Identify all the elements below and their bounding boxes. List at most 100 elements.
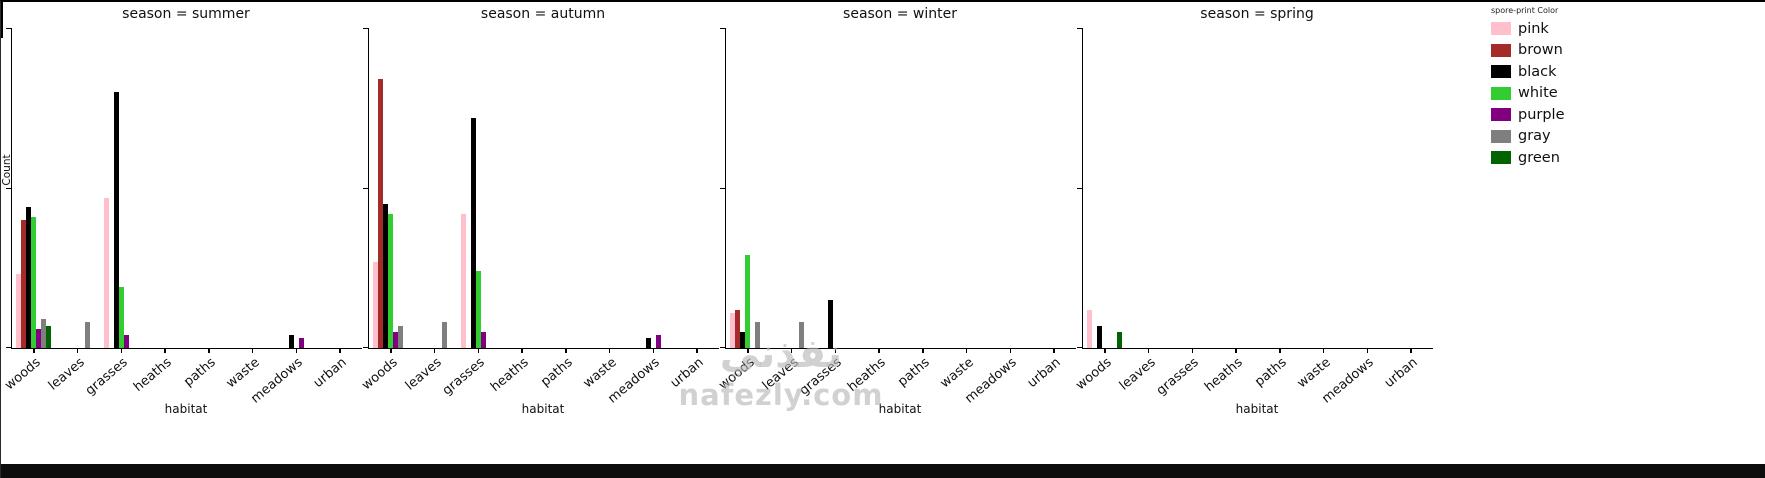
bar-woods-purple: [393, 332, 399, 348]
x-tick: [1235, 349, 1237, 353]
bar-woods-brown: [378, 79, 384, 348]
legend-item-brown: brown: [1491, 40, 1601, 62]
y-tick: [6, 27, 11, 29]
legend-item-purple: purple: [1491, 104, 1601, 126]
x-tick: [120, 349, 123, 353]
bar-woods-pink: [730, 312, 736, 348]
x-tick: [878, 349, 880, 353]
bar-grasses-black: [470, 117, 476, 348]
legend-item-pink: pink: [1491, 18, 1601, 40]
x-tick: [965, 349, 968, 353]
bar-woods-green: [46, 325, 52, 348]
bar-grasses-black: [827, 300, 833, 348]
y-tick: [6, 187, 11, 189]
y-tick: [1077, 187, 1082, 189]
bar-woods-white: [388, 213, 394, 348]
y-tick: [363, 187, 368, 189]
bar-meadows-black: [645, 338, 651, 348]
facet-panel-autumn: season = autumn woods leaves grasses heaths p…: [359, 4, 719, 434]
x-tick: [790, 349, 793, 353]
x-tick: [1147, 349, 1150, 353]
pink-swatch-icon: [1491, 22, 1511, 36]
x-tick: [922, 349, 924, 353]
bar-woods-gray: [755, 322, 761, 348]
bar-meadows-purple: [655, 335, 661, 348]
y-tick: [1077, 346, 1082, 348]
x-tick: [339, 349, 341, 353]
x-tick: [76, 349, 79, 353]
x-axis-label: habitat: [164, 402, 208, 416]
bar-woods-white: [31, 216, 37, 348]
x-tick: [164, 349, 166, 353]
y-tick: [720, 27, 725, 29]
white-swatch-icon: [1491, 86, 1511, 100]
bar-grasses-black: [113, 92, 119, 348]
x-tick: [1053, 349, 1055, 353]
x-tick: [834, 349, 837, 353]
bar-grasses-white: [118, 287, 124, 348]
facet-title: season = summer: [122, 6, 250, 22]
facet-title: season = winter: [843, 6, 957, 22]
legend-label: gray: [1518, 128, 1551, 145]
x-tick: [565, 349, 567, 353]
x-tick: [1104, 349, 1106, 353]
bar-grasses-purple: [123, 335, 129, 348]
legend-label: white: [1518, 85, 1558, 102]
x-tick: [652, 349, 655, 353]
legend-label: purple: [1518, 106, 1565, 123]
x-tick: [477, 349, 480, 353]
plot-area-winter: woods leaves grasses heaths paths waste meadow…: [716, 27, 1076, 407]
x-tick: [1366, 349, 1369, 353]
bar-grasses-pink: [103, 197, 109, 348]
bar-meadows-black: [288, 335, 294, 348]
legend-item-green: green: [1491, 147, 1601, 169]
legend-item-white: white: [1491, 83, 1601, 105]
legend-label: brown: [1518, 42, 1563, 59]
bar-woods-brown: [21, 220, 27, 348]
bar-woods-black: [740, 332, 746, 348]
legend-title: spore-print Color: [1491, 6, 1559, 15]
x-axis-label: habitat: [1235, 402, 1279, 416]
x-tick: [295, 349, 298, 353]
bottom-border: [1, 464, 1765, 478]
y-tick: [363, 27, 368, 29]
x-tick: [1191, 349, 1194, 353]
bar-woods-purple: [36, 328, 42, 348]
bar-woods-pink: [1087, 309, 1093, 348]
facet-panels-row: season = summer woods leaves grasses heaths p…: [2, 4, 1433, 434]
x-tick: [390, 349, 392, 353]
x-axis-label: habitat: [521, 402, 565, 416]
bar-woods-gray: [41, 319, 47, 348]
x-tick: [1410, 349, 1412, 353]
x-tick: [433, 349, 436, 353]
legend-items: pink brown black white purple gray green: [1491, 18, 1601, 169]
bar-leaves-gray: [85, 322, 91, 348]
legend-item-black: black: [1491, 61, 1601, 83]
bar-woods-pink: [16, 274, 22, 348]
x-tick: [208, 349, 210, 353]
gray-swatch-icon: [1491, 129, 1511, 143]
x-tick: [608, 349, 611, 353]
legend-label: black: [1518, 63, 1557, 80]
bar-woods-green: [1117, 332, 1123, 348]
x-tick: [747, 349, 749, 353]
green-swatch-icon: [1491, 151, 1511, 165]
x-tick: [1322, 349, 1325, 353]
facet-title: season = spring: [1200, 6, 1314, 22]
x-tick: [521, 349, 523, 353]
legend-label: green: [1518, 149, 1560, 166]
black-swatch-icon: [1491, 65, 1511, 79]
bar-woods-pink: [373, 261, 379, 348]
x-tick: [251, 349, 254, 353]
bar-meadows-purple: [298, 338, 304, 348]
bar-grasses-purple: [480, 332, 486, 348]
bar-leaves-gray: [442, 322, 448, 348]
x-tick: [1279, 349, 1281, 353]
bar-woods-black: [26, 207, 32, 348]
bar-leaves-gray: [799, 322, 805, 348]
bar-woods-white: [745, 255, 751, 348]
brown-swatch-icon: [1491, 43, 1511, 57]
y-tick: [720, 187, 725, 189]
facet-panel-summer: season = summer woods leaves grasses heaths p…: [2, 4, 362, 434]
